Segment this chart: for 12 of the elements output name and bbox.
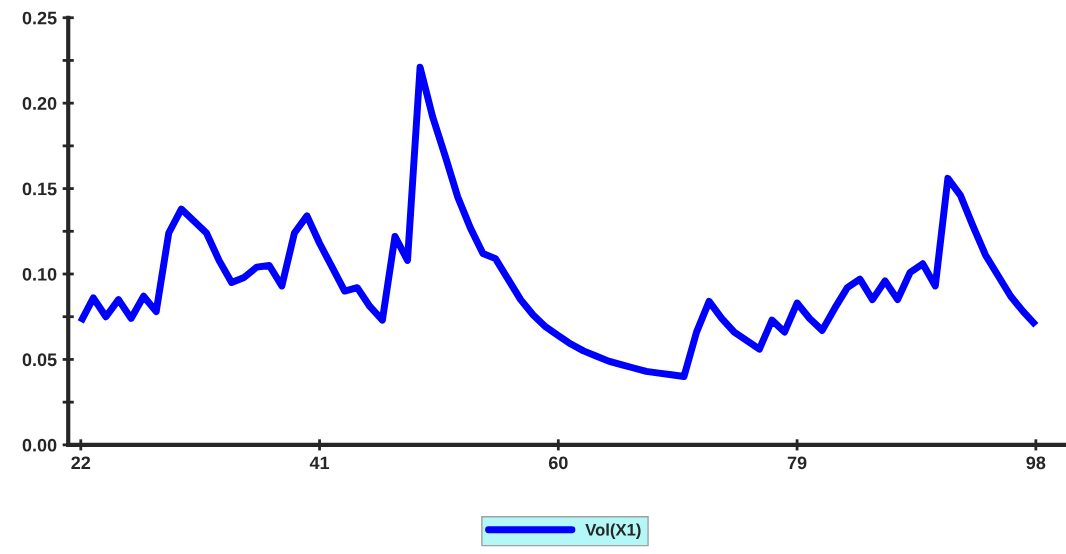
y-tick-label: 0.20 [22, 97, 57, 110]
x-tick-label: 22 [71, 456, 91, 470]
y-tick-label: 0.10 [22, 267, 57, 281]
y-tick-label: 0.05 [22, 353, 57, 367]
x-tick-label: 79 [787, 456, 807, 470]
y-tick-label: 0.00 [22, 438, 57, 452]
x-tick-label: 60 [548, 456, 568, 470]
y-tick-label: 0.25 [22, 11, 57, 25]
x-tick-label: 41 [309, 456, 330, 470]
legend-label: Vol(X1) [585, 523, 641, 539]
x-tick-label: 98 [1026, 456, 1046, 470]
y-tick-label: 0.15 [22, 182, 57, 196]
